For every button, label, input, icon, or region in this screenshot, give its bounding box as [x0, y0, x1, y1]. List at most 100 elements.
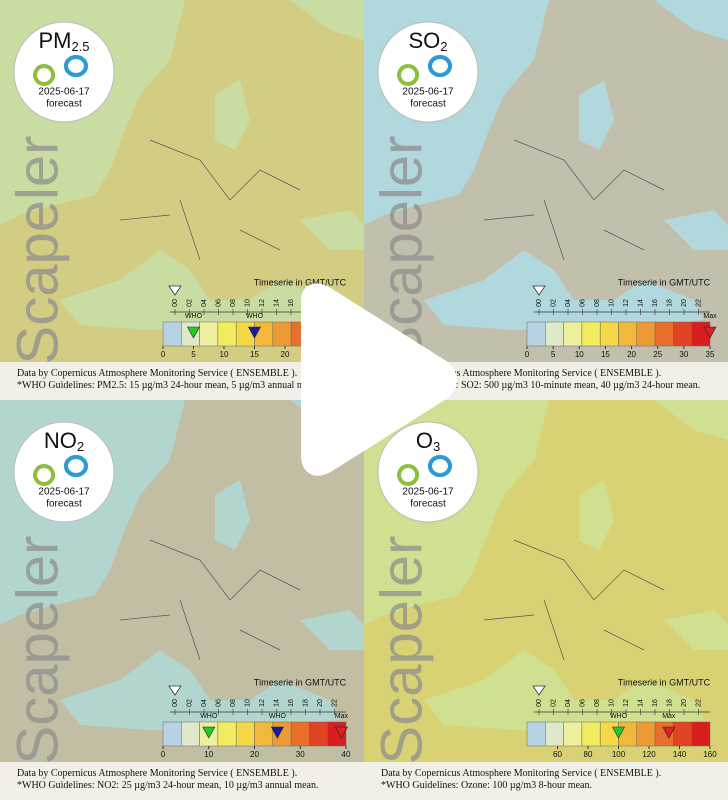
scale-tick-label: 20 — [627, 350, 636, 359]
colorbar-cell — [181, 721, 200, 747]
threshold-marker — [703, 326, 717, 339]
colorbar-cell — [691, 321, 711, 347]
hour-label: 04 — [565, 699, 572, 707]
marker-label: WHO — [610, 713, 628, 720]
scale-tick-label: 0 — [161, 750, 166, 759]
scale-tick-label: 40 — [342, 750, 351, 759]
hour-label: 02 — [186, 299, 193, 307]
hour-label: 04 — [201, 699, 208, 707]
time-pointer — [532, 285, 546, 296]
scale-tick-label: 160 — [703, 750, 717, 759]
scale-tick-label: 15 — [601, 350, 610, 359]
colorbar-cell — [673, 721, 692, 747]
hour-label: 16 — [288, 299, 295, 307]
colorbar-cell — [181, 321, 200, 347]
colorbar-cell — [290, 721, 310, 747]
hour-label: 06 — [215, 299, 222, 307]
pollutant-name: SO — [408, 28, 440, 53]
colorbar-cell — [691, 721, 711, 747]
pollutant-subscript: 3 — [433, 439, 440, 454]
colorbar-cell — [254, 321, 274, 347]
pollutant-title: NO2 — [44, 428, 84, 455]
hour-label: 02 — [550, 299, 557, 307]
scale-tick-label: 120 — [642, 750, 656, 759]
timeserie-label: Timeserie in GMT/UTC — [254, 277, 347, 287]
logo-loop — [64, 455, 89, 477]
threshold-marker — [186, 326, 201, 339]
borders — [483, 139, 665, 261]
footer-text: *WHO Guidelines: PM2.5: 15 µg/m3 24-hour… — [17, 380, 321, 391]
footer-text: Data by Copernicus Atmosphere Monitoring… — [17, 368, 297, 379]
threshold-marker — [611, 726, 626, 739]
colorbar-cell — [563, 721, 583, 747]
sea — [215, 480, 250, 550]
hour-label: 22 — [331, 699, 338, 707]
hour-label: 12 — [623, 699, 630, 707]
scale-tick-label: 0 — [161, 350, 166, 359]
logo-badge — [377, 21, 479, 123]
hour-label: 16 — [652, 699, 659, 707]
time-pointer — [168, 685, 182, 696]
colorbar-cell — [235, 721, 255, 747]
pollutant-name: PM — [38, 28, 71, 53]
colorbar-cell — [636, 321, 656, 347]
hour-label: 14 — [637, 299, 644, 307]
colorbar-cell — [545, 721, 564, 747]
logo-badge — [13, 421, 115, 523]
hour-label: 14 — [273, 299, 280, 307]
watermark: Scapeler — [369, 536, 434, 765]
sea — [300, 610, 364, 650]
colorbar-cell — [309, 721, 328, 747]
sea — [654, 0, 728, 40]
hour-label: 02 — [186, 699, 193, 707]
date: 2025-06-17 — [38, 87, 90, 98]
threshold-marker — [270, 726, 284, 739]
date: 2025-06-17 — [402, 487, 454, 498]
hour-label: 14 — [637, 699, 644, 707]
marker-label: WHO — [185, 313, 203, 320]
sea — [664, 210, 728, 250]
sea — [60, 650, 340, 730]
pollutant-name: NO — [44, 428, 77, 453]
footer-text: *WHO Guidelines: SO2: 500 µg/m3 10-minut… — [381, 380, 700, 391]
marker-label: Max — [662, 713, 676, 720]
hour-label: 06 — [579, 699, 586, 707]
colorbar-cell — [599, 321, 619, 347]
map-panel: Data by Copernicus Atmosphere Monitoring… — [0, 400, 364, 800]
hour-label: 14 — [273, 699, 280, 707]
threshold-marker — [202, 726, 216, 739]
colorbar-cell — [618, 321, 638, 347]
colorbar-cell — [545, 321, 564, 347]
hour-label: 20 — [317, 699, 324, 707]
play-button[interactable] — [301, 283, 457, 476]
threshold-marker — [334, 726, 348, 739]
scale-tick-label: 10 — [220, 350, 229, 359]
scale-tick-label: 0 — [525, 350, 530, 359]
pollutant-title: PM2.5 — [38, 28, 89, 55]
marker-label: WHO — [246, 313, 264, 320]
colorbar-cell — [618, 721, 638, 747]
colorbar-cell — [526, 721, 546, 747]
scale-tick-label: 20 — [250, 750, 259, 759]
pollutant-name: O — [416, 428, 433, 453]
forecast-label: forecast — [46, 499, 82, 510]
hour-label: 12 — [259, 699, 266, 707]
logo-loop — [428, 55, 453, 77]
hour-label: 10 — [608, 299, 615, 307]
map-panel: Data by Copernicus Atmosphere Monitoring… — [364, 400, 728, 800]
hour-label: 00 — [172, 299, 179, 307]
time-pointer — [168, 285, 182, 296]
hour-label: 04 — [201, 299, 208, 307]
time-pointer — [532, 685, 546, 696]
date: 2025-06-17 — [402, 87, 454, 98]
hour-label: 08 — [594, 299, 601, 307]
sea — [579, 80, 614, 150]
footer-text: Data by Copernicus Atmosphere Monitoring… — [17, 768, 297, 779]
colorbar-cell — [217, 321, 237, 347]
borders — [119, 139, 301, 261]
hour-label: 08 — [230, 699, 237, 707]
colorbar-cell — [272, 321, 292, 347]
scale-tick-label: 35 — [706, 350, 715, 359]
